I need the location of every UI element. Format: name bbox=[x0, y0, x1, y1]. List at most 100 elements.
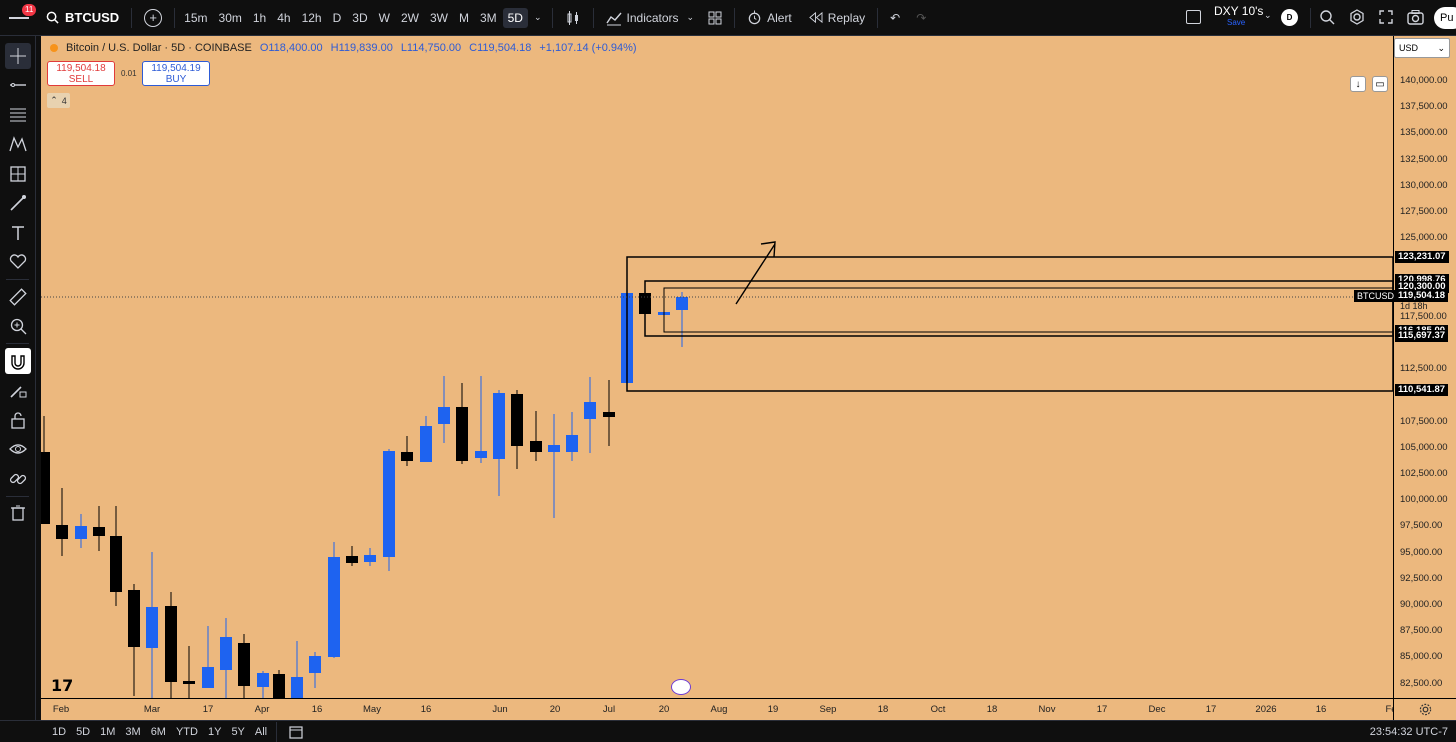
camera-icon[interactable] bbox=[1407, 9, 1424, 25]
chart-canvas[interactable] bbox=[41, 36, 1393, 698]
candle-down bbox=[346, 556, 358, 563]
currency-select[interactable]: USD ⌄ bbox=[1394, 38, 1450, 58]
interval-3d[interactable]: 3D bbox=[352, 10, 368, 25]
candle-down bbox=[603, 412, 615, 417]
ai-assistant-icon[interactable] bbox=[671, 679, 691, 695]
price-tick-label: 87,500.00 bbox=[1400, 625, 1443, 637]
interval-m[interactable]: M bbox=[458, 10, 469, 25]
interval-3m[interactable]: 3M bbox=[479, 10, 497, 25]
interval-1h[interactable]: 1h bbox=[252, 10, 267, 25]
range-1m[interactable]: 1M bbox=[100, 725, 116, 738]
interval-d[interactable]: D bbox=[332, 10, 342, 25]
interval-30m[interactable]: 30m bbox=[218, 10, 242, 25]
calendar-range-icon[interactable] bbox=[289, 725, 303, 739]
fullscreen-icon[interactable] bbox=[1379, 10, 1393, 24]
object-tree-icon[interactable]: ▭ bbox=[1372, 76, 1388, 92]
candle-down bbox=[456, 407, 468, 461]
forecast-tool[interactable] bbox=[0, 159, 36, 189]
eye-icon bbox=[9, 444, 27, 454]
publish-button[interactable]: Pu bbox=[1434, 7, 1456, 29]
user-menu-button[interactable]: 11 bbox=[0, 0, 38, 36]
sync-drawings-tool[interactable] bbox=[0, 464, 36, 494]
chevron-down-icon[interactable]: ⌄ bbox=[1264, 10, 1272, 20]
candle-down bbox=[530, 441, 542, 452]
range-ytd[interactable]: YTD bbox=[175, 725, 198, 738]
interval-15m[interactable]: 15m bbox=[184, 10, 208, 25]
clock[interactable]: 23:54:32 UTC-7 bbox=[1369, 725, 1448, 738]
legend-title[interactable]: Bitcoin / U.S. Dollar · 5D · COINBASE bbox=[66, 42, 252, 54]
price-tick-label: 90,000.00 bbox=[1400, 599, 1443, 610]
range-1y[interactable]: 1Y bbox=[207, 725, 222, 738]
gear-icon[interactable] bbox=[1349, 9, 1365, 25]
range-all[interactable]: All bbox=[254, 725, 268, 738]
price-tick-label: 140,000.00 bbox=[1400, 75, 1448, 86]
indicators-button[interactable]: Indicators bbox=[598, 10, 687, 26]
price-tick-label: 92,500.00 bbox=[1400, 572, 1443, 584]
zoom-tool[interactable] bbox=[0, 312, 36, 342]
magnet-tool[interactable] bbox=[0, 346, 36, 376]
candle-up bbox=[566, 435, 578, 452]
undo-button[interactable]: ↶ bbox=[882, 11, 908, 25]
price-axis[interactable]: 140,000.00 137,500.00 135,000.00 132,500.00… bbox=[1393, 36, 1456, 698]
avatar[interactable]: D bbox=[1281, 9, 1298, 26]
measure-tool[interactable] bbox=[0, 282, 36, 312]
sell-label: SELL bbox=[68, 74, 94, 85]
buy-button[interactable]: 119,504.19 BUY bbox=[142, 61, 210, 86]
time-tick-label: Dec bbox=[1148, 704, 1166, 715]
text-tool[interactable] bbox=[0, 218, 36, 248]
remove-drawings-tool[interactable] bbox=[0, 499, 36, 529]
time-tick-label: 18 bbox=[986, 704, 998, 715]
interval-4h[interactable]: 4h bbox=[277, 10, 291, 25]
crosshair-tool[interactable] bbox=[0, 41, 36, 71]
time-axis[interactable]: Feb Mar 17 Apr 16 May 16 Jun 20 Jul 20 Aug 19 Sep 18 Oc… bbox=[41, 698, 1397, 720]
range-5y[interactable]: 5Y bbox=[231, 725, 245, 738]
lock-drawings-tool[interactable] bbox=[0, 405, 36, 435]
interval-12h[interactable]: 12h bbox=[301, 10, 322, 25]
projection-icon bbox=[10, 166, 26, 182]
indicators-collapse-button[interactable]: ⌃ 4 bbox=[47, 93, 70, 108]
range-5d[interactable]: 5D bbox=[76, 725, 91, 738]
hide-drawings-tool[interactable] bbox=[0, 435, 36, 465]
chart-type-button[interactable] bbox=[557, 10, 589, 26]
chart-pane[interactable]: 17 ↓ ▭ bbox=[41, 36, 1393, 698]
stay-in-drawing-tool[interactable] bbox=[0, 376, 36, 406]
alert-button[interactable]: Alert bbox=[739, 10, 800, 25]
interval-w[interactable]: W bbox=[378, 10, 390, 25]
fullscreen-layout-icon[interactable] bbox=[1186, 10, 1201, 24]
candle-down bbox=[511, 394, 523, 446]
sell-button[interactable]: 119,504.18 SELL bbox=[47, 61, 115, 86]
range-1d[interactable]: 1D bbox=[52, 725, 67, 738]
interval-3w[interactable]: 3W bbox=[429, 10, 448, 25]
fib-tool[interactable] bbox=[0, 100, 36, 130]
magnet-icon bbox=[11, 355, 25, 370]
interval-2w[interactable]: 2W bbox=[400, 10, 419, 25]
templates-button[interactable] bbox=[700, 11, 730, 25]
chevron-down-icon[interactable]: ⌄ bbox=[533, 12, 542, 22]
compare-symbol-icon[interactable]: + bbox=[144, 8, 163, 27]
icon-tool[interactable] bbox=[0, 248, 36, 278]
quick-search-icon[interactable] bbox=[1319, 9, 1335, 25]
candle-up bbox=[383, 451, 395, 557]
time-tick-label: 16 bbox=[311, 704, 323, 715]
pattern-tool[interactable] bbox=[0, 130, 36, 160]
replay-button[interactable]: Replay bbox=[800, 11, 873, 25]
download-icon[interactable]: ↓ bbox=[1350, 76, 1366, 92]
brush-tool[interactable] bbox=[0, 189, 36, 219]
range-3m[interactable]: 3M bbox=[125, 725, 141, 738]
redo-button[interactable]: ↷ bbox=[908, 11, 934, 25]
ruler-icon bbox=[9, 288, 27, 306]
price-tick-label: 132,500.00 bbox=[1400, 153, 1448, 165]
interval-5d[interactable]: 5D bbox=[502, 7, 528, 28]
trend-line-tool[interactable] bbox=[0, 71, 36, 101]
candle-up bbox=[257, 673, 269, 687]
symbol-search[interactable]: BTCUSD bbox=[38, 10, 127, 25]
layout-menu[interactable]: DXY 10's Save bbox=[1214, 5, 1263, 28]
chevron-down-icon[interactable]: ⌄ bbox=[686, 12, 695, 22]
price-tick-label: 117,500.00 bbox=[1400, 310, 1447, 322]
pencil-lock-icon bbox=[10, 386, 27, 398]
axis-settings[interactable] bbox=[1393, 698, 1456, 720]
bottom-toolbar: 1D 5D 1M 3M 6M YTD 1Y 5Y All 23:54:32 UTC-7 bbox=[0, 720, 1456, 742]
separator bbox=[131, 7, 133, 28]
range-6m[interactable]: 6M bbox=[150, 725, 166, 738]
symbol-price-tag: BTCUSD bbox=[1354, 289, 1398, 302]
